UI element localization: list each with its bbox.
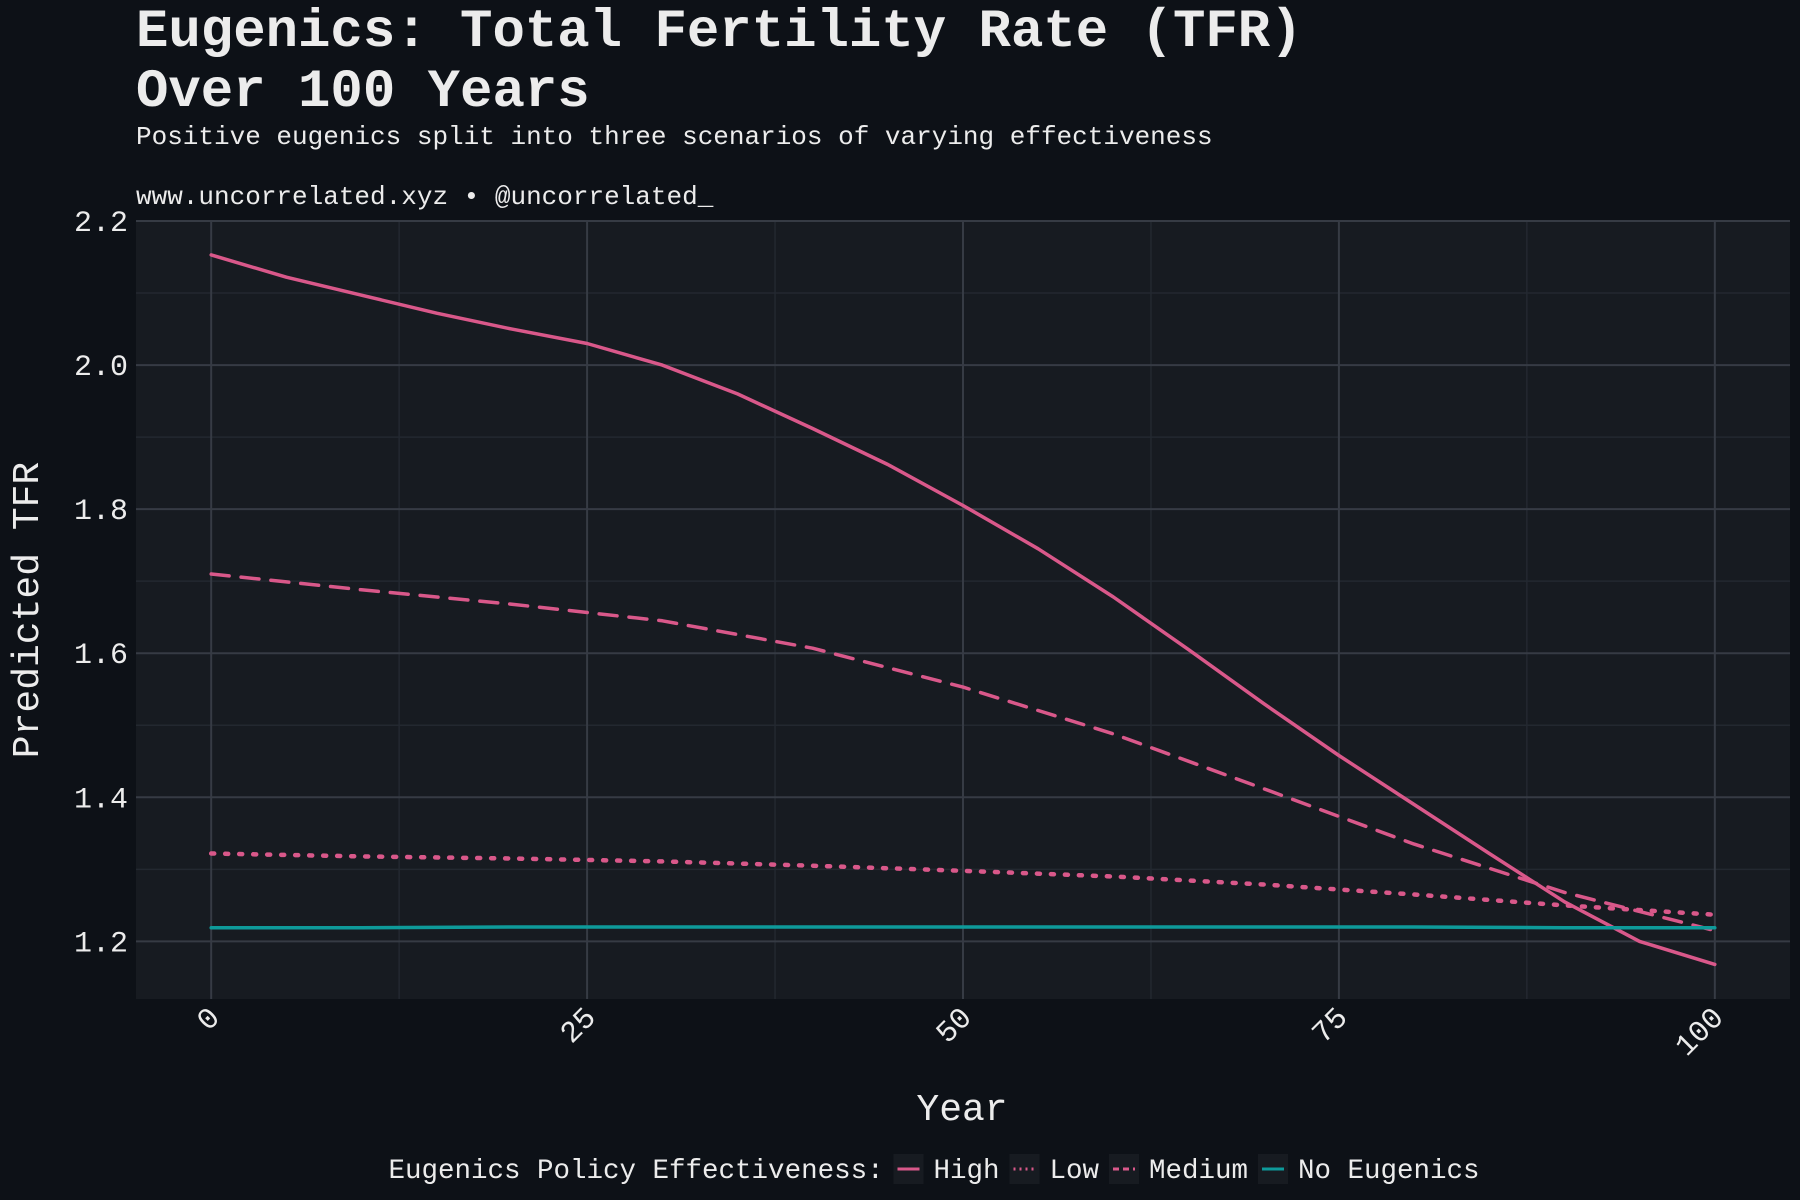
y-tick-label: 1.8 xyxy=(74,495,128,529)
series-line-low xyxy=(208,851,1718,917)
chart-title-line-2: Over 100 Years xyxy=(136,62,590,123)
y-tick-label: 1.4 xyxy=(74,783,128,817)
y-tick-label: 2.0 xyxy=(74,351,128,385)
x-tick-label: 100 xyxy=(1670,1002,1732,1064)
chart-caption: www.uncorrelated.xyz • @uncorrelated_ xyxy=(136,182,714,212)
series-line-no-eugenics xyxy=(209,925,1717,930)
chart-subtitle: Positive eugenics split into three scena… xyxy=(136,122,1213,152)
y-axis-ticks: 1.2 1.4 1.6 1.8 2.0 2.2 xyxy=(74,207,128,961)
series-lines xyxy=(208,253,1718,967)
legend-label-low: Low xyxy=(1050,1156,1100,1187)
y-tick-label: 2.2 xyxy=(74,207,128,241)
grid-lines xyxy=(136,220,1790,999)
legend-label-medium: Medium xyxy=(1149,1156,1248,1187)
legend-label-high: High xyxy=(934,1156,1000,1187)
y-axis-label: Predicted TFR xyxy=(7,462,50,758)
x-tick-label: 0 xyxy=(191,1002,228,1039)
x-axis-label: Year xyxy=(916,1089,1007,1132)
x-tick-label: 25 xyxy=(555,1002,605,1052)
series-line-high xyxy=(209,253,1717,967)
legend-label-no-eugenics: No Eugenics xyxy=(1298,1156,1480,1187)
x-tick-label: 75 xyxy=(1306,1002,1356,1052)
series-line-medium xyxy=(209,572,1717,933)
x-axis-ticks: 0 25 50 75 100 xyxy=(191,1002,1731,1064)
chart-title-line-1: Eugenics: Total Fertility Rate (TFR) xyxy=(136,2,1303,63)
legend-title: Eugenics Policy Effectiveness: xyxy=(389,1156,884,1187)
y-tick-label: 1.2 xyxy=(74,927,128,961)
y-tick-label: 1.6 xyxy=(74,639,128,673)
x-tick-label: 50 xyxy=(931,1002,981,1052)
chart-legend: Eugenics Policy Effectiveness: High Low Med… xyxy=(389,1154,1480,1187)
